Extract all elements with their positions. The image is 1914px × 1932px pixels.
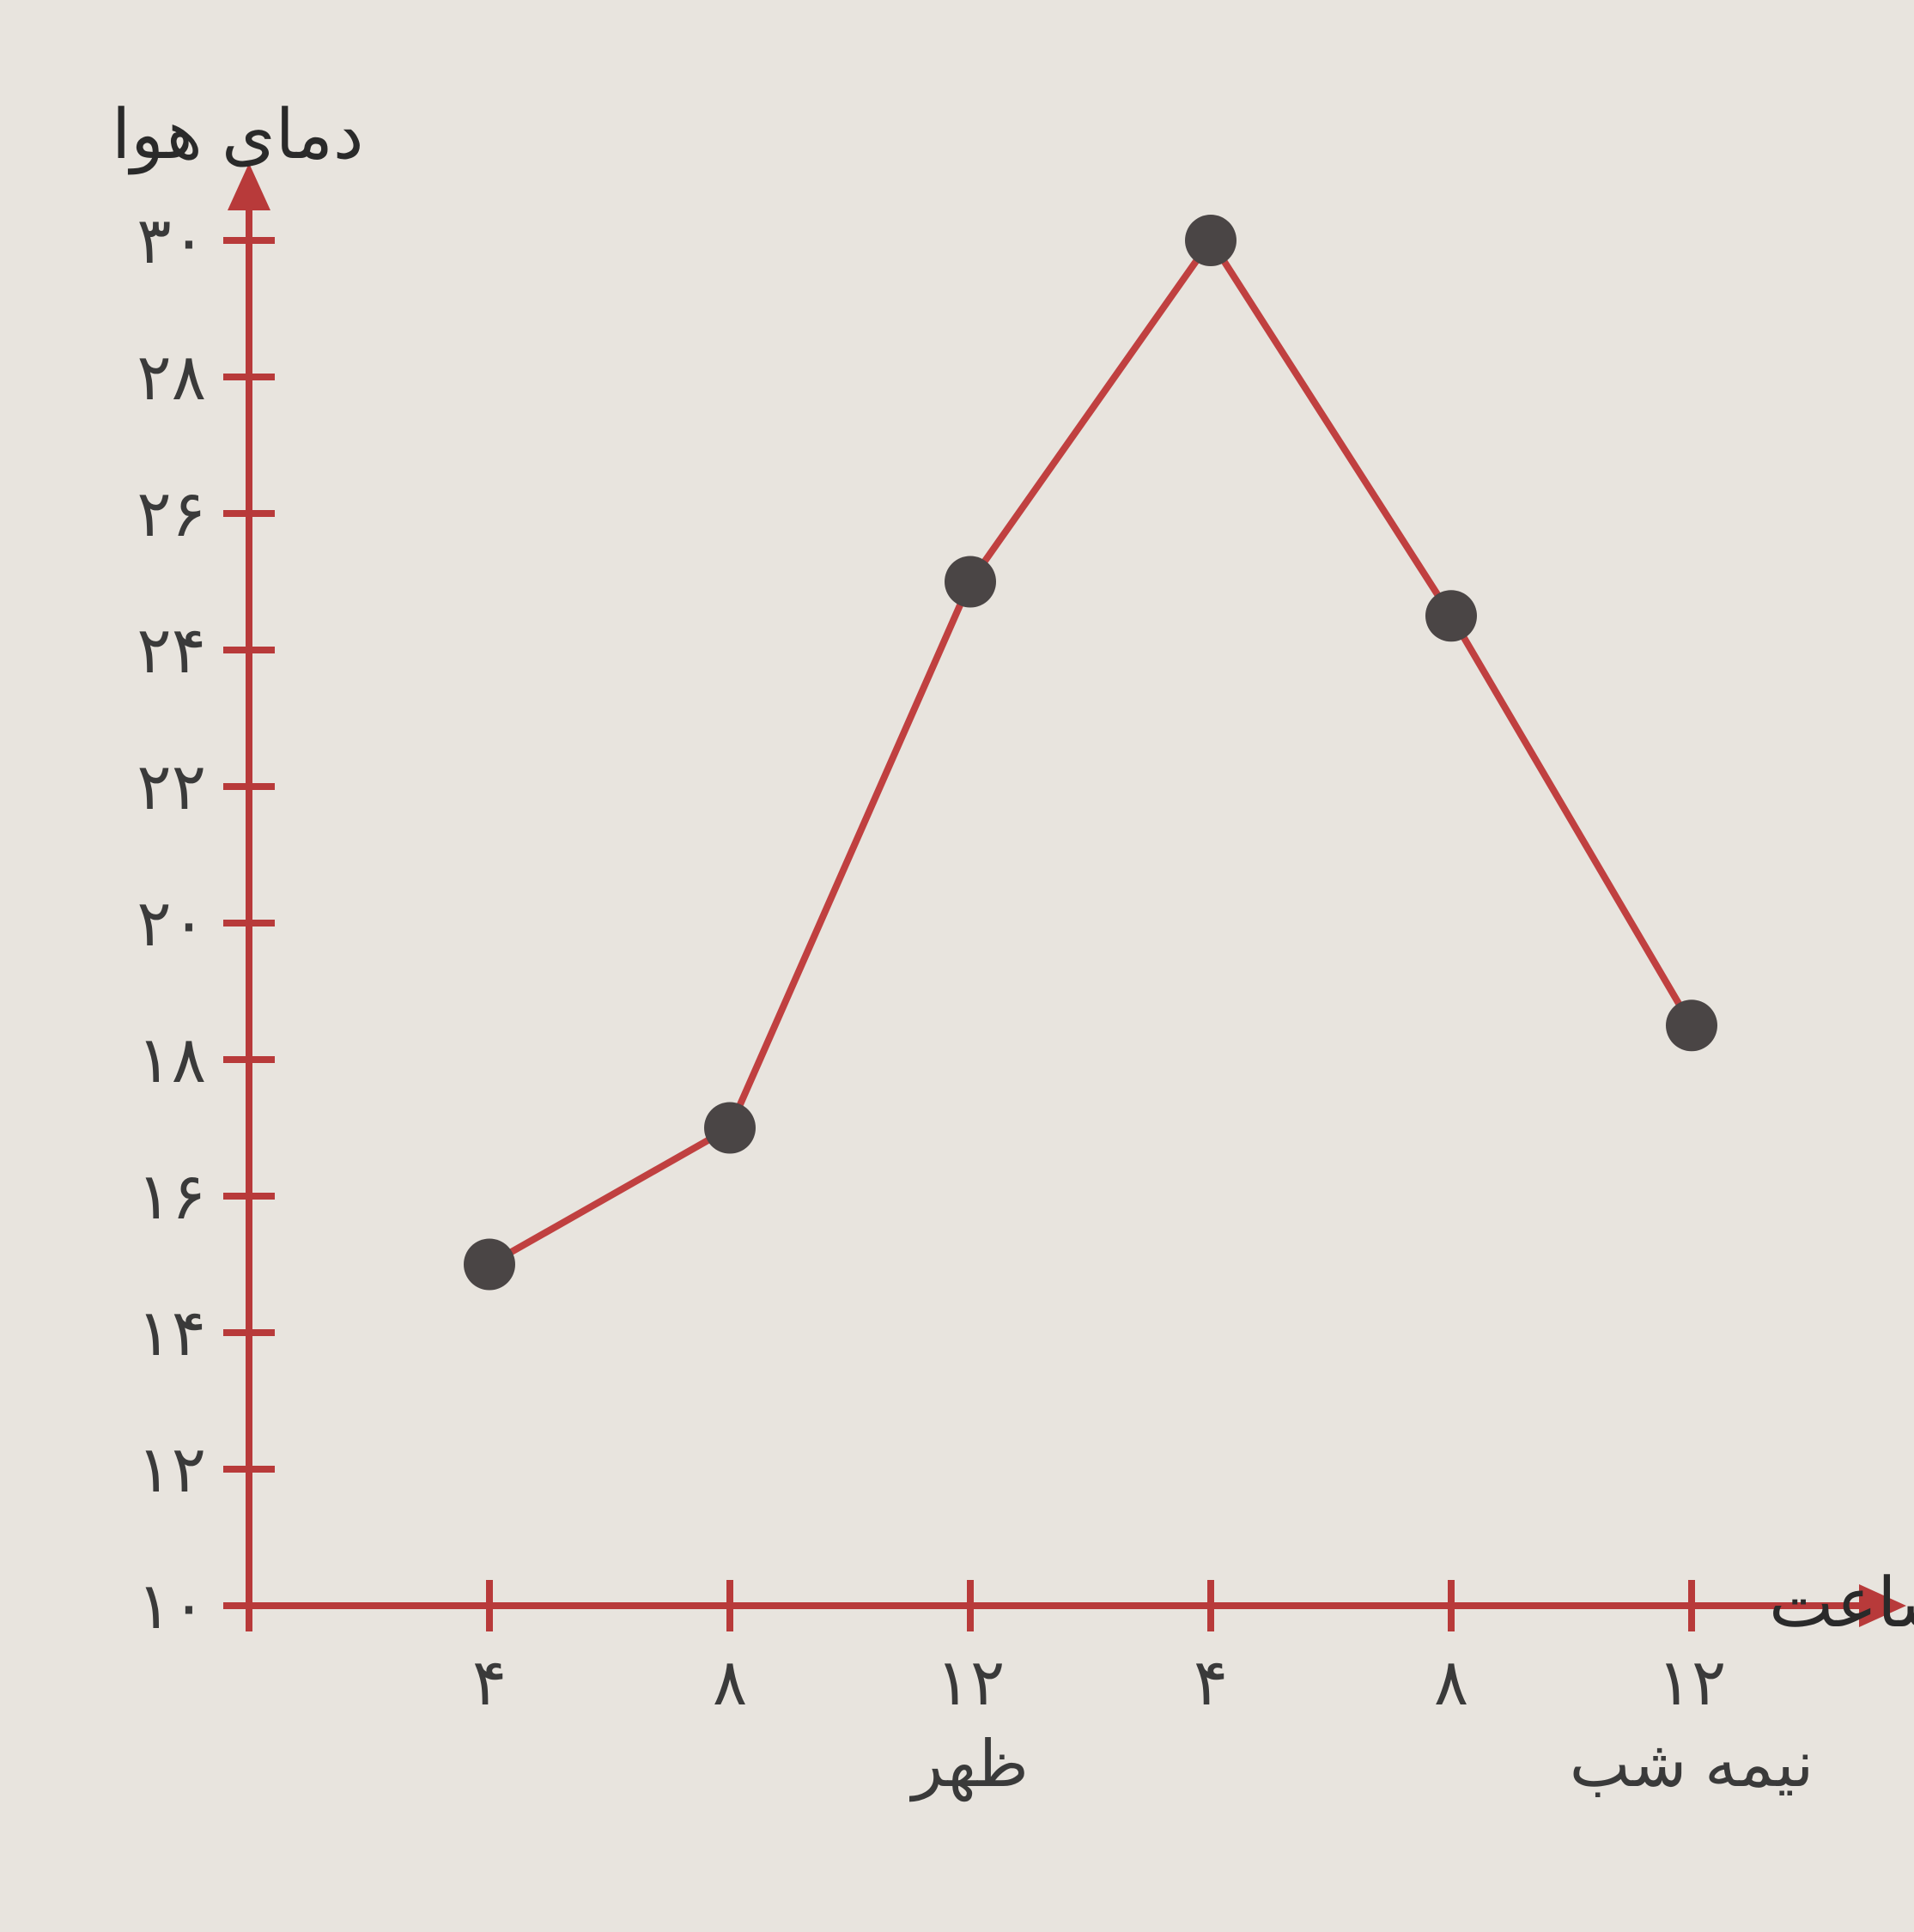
- y-tick-label: ۲۸: [137, 339, 206, 415]
- y-tick-label: ۱۲: [137, 1431, 206, 1507]
- y-tick-label: ۱۶: [137, 1158, 206, 1234]
- temperature-chart: دمای هوا ساعت ۱۰ ۱۲ ۱۴ ۱۶ ۱۸ ۲۰ ۲۲ ۲۴ ۲۶ ۲۸ ۳۰ ۴ ۸ ۱…: [0, 0, 1914, 1932]
- x-tick-sublabel: ظهر: [912, 1726, 1029, 1801]
- y-tick-label: ۱۴: [137, 1295, 206, 1370]
- x-tick-label: ۴: [472, 1644, 507, 1720]
- y-tick-label: ۲۲: [137, 749, 206, 824]
- y-axis-title: دمای هوا: [112, 94, 363, 174]
- y-tick-label: ۱۸: [137, 1022, 206, 1097]
- x-tick-label: ۴: [1194, 1644, 1228, 1720]
- x-tick-sublabel: نیمه شب: [1570, 1726, 1814, 1801]
- y-tick-label: ۲۶: [137, 476, 206, 551]
- x-axis-title: ساعت: [1769, 1563, 1914, 1643]
- x-tick-label: ۱۲: [936, 1644, 1006, 1720]
- y-tick-label: ۲۰: [137, 885, 206, 961]
- y-tick-label: ۱۰: [137, 1568, 206, 1643]
- y-tick-label: ۲۴: [137, 612, 206, 688]
- y-tick-label: ۳۰: [137, 203, 206, 278]
- chart-svg: [0, 0, 1914, 1932]
- x-tick-label: ۸: [713, 1644, 747, 1720]
- x-tick-label: ۱۲: [1657, 1644, 1727, 1720]
- x-tick-label: ۸: [1434, 1644, 1468, 1720]
